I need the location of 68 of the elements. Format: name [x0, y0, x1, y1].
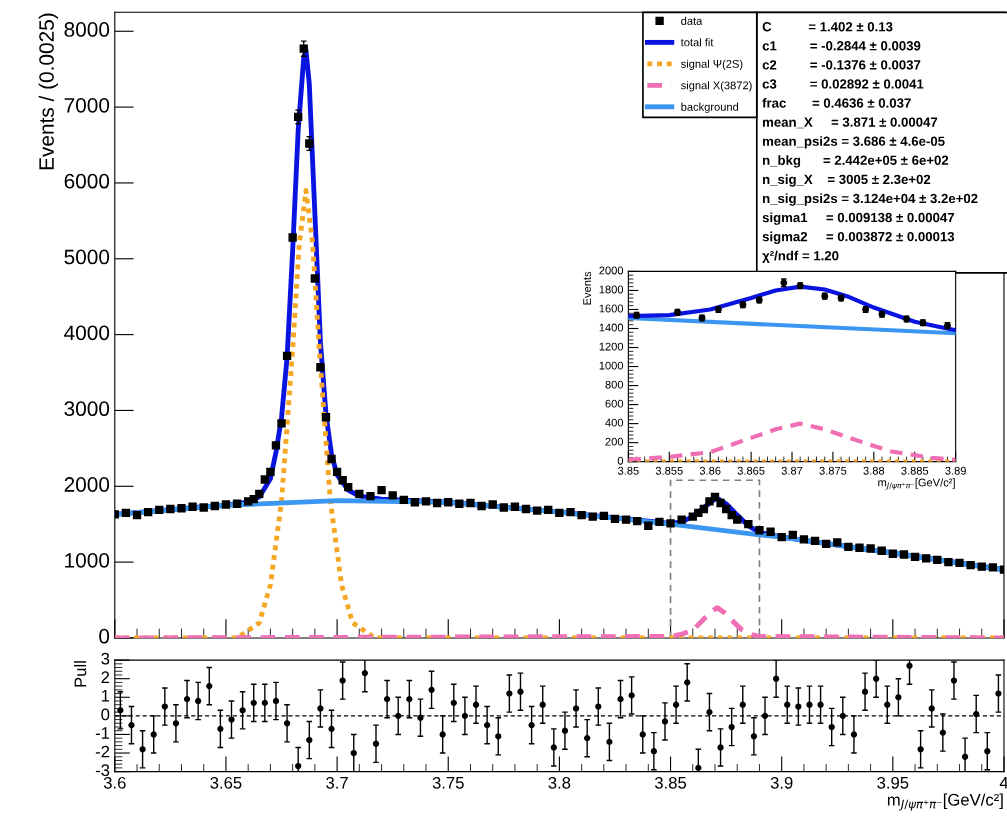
annotation: sigma1 = 0.009138 ± 0.00047: [762, 212, 955, 225]
legend-label: signal Ψ(2S): [681, 59, 743, 71]
y-tick-label: 1400: [599, 323, 624, 332]
y-tick-label: 2000: [599, 266, 624, 275]
y-tick-label: 3000: [64, 401, 110, 417]
y-tick-label: 600: [605, 399, 624, 408]
x-tick-label: 3.855: [655, 466, 683, 475]
y-tick-label: 1000: [65, 552, 110, 568]
x-tick-label: 3.865: [737, 466, 765, 475]
y-tick-label: -2: [95, 745, 110, 758]
legend-label: background: [681, 102, 739, 113]
y-tick-label: 0: [101, 708, 110, 721]
y-tick-label: 400: [605, 418, 624, 427]
annotation: n_bkg = 2.442e+05 ± 6e+02: [762, 155, 949, 168]
legend-label: signal X(3872): [681, 81, 752, 92]
y-tick-label: 3: [101, 652, 110, 665]
y-axis-title: Pull: [74, 661, 87, 687]
annotation: sigma2 = 0.003872 ± 0.00013: [762, 231, 955, 244]
y-tick-label: -3: [95, 764, 110, 777]
annotation: n_sig_X = 3005 ± 2.3e+02: [762, 174, 931, 187]
y-tick-label: 1200: [599, 342, 624, 351]
x-tick-label: 3.7: [326, 776, 348, 789]
y-tick-label: 4000: [64, 325, 110, 341]
y-tick-label: 1000: [599, 361, 624, 370]
y-tick-label: 5000: [64, 249, 110, 265]
y-tick-label: 1800: [599, 285, 624, 294]
annotation: c1 = -0.2844 ± 0.0039: [762, 41, 921, 51]
y-tick-label: 1: [101, 690, 110, 702]
x-tick-label: 3.85: [617, 466, 639, 475]
y-axis-title: Events: [583, 271, 592, 305]
y-tick-label: 7000: [64, 97, 110, 113]
y-tick-label: 1600: [599, 304, 624, 313]
legend-label: data: [681, 16, 703, 25]
x-tick-label: 3.9: [770, 776, 793, 789]
y-tick-label: 8000: [64, 22, 110, 37]
x-tick-label: 3.85: [654, 776, 687, 789]
y-tick-label: 2000: [64, 477, 110, 492]
x-tick-label: 3.89: [945, 466, 966, 475]
annotation: frac = 0.4636 ± 0.037: [762, 98, 911, 108]
x-tick-label: 3.65: [210, 776, 242, 789]
x-tick-label: 3.87: [781, 466, 803, 475]
annotation: c2 = -0.1376 ± 0.0037: [762, 60, 921, 70]
x-tick-label: 3.86: [699, 466, 721, 475]
x-tick-label: 3.95: [877, 776, 909, 789]
annotation: C = 1.402 ± 0.13: [762, 22, 893, 32]
y-tick-label: 800: [605, 380, 624, 389]
x-tick-label: 3.88: [863, 466, 885, 475]
y-tick-label: 0: [617, 456, 624, 465]
x-tick-label: 3.6: [103, 776, 126, 789]
legend-label: total fit: [680, 38, 714, 47]
annotation: c3 = 0.02892 ± 0.0041: [762, 79, 924, 89]
x-tick-label: 3.875: [819, 466, 847, 475]
y-tick-label: 6000: [64, 173, 110, 189]
annotation: χ²/ndf = 1.20: [762, 250, 839, 263]
y-tick-label: 2: [101, 671, 110, 683]
x-tick-label: 3.75: [432, 776, 464, 789]
x-tick-label: 3.8: [548, 776, 571, 789]
annotation: mean_X = 3.871 ± 0.00047: [762, 117, 938, 129]
x-tick-label: 3.885: [901, 466, 929, 475]
annotation: n_sig_psi2s = 3.124e+04 ± 3.2e+02: [762, 193, 978, 206]
y-axis-title: Events / (0.0025): [38, 13, 59, 170]
x-axis-title: m$_{J/ψπ⁺π⁻}$[GeV/c²]: [887, 793, 1003, 811]
y-tick-label: -1: [95, 727, 110, 739]
annotation: mean_psi2s = 3.686 ± 4.6e-05: [762, 136, 945, 149]
x-axis-title: m$_{J/ψπ⁺π⁻}$[GeV/c²]: [878, 478, 955, 490]
y-tick-label: 200: [605, 437, 624, 446]
line-series: [628, 284, 956, 333]
y-tick-label: 0: [99, 628, 110, 644]
